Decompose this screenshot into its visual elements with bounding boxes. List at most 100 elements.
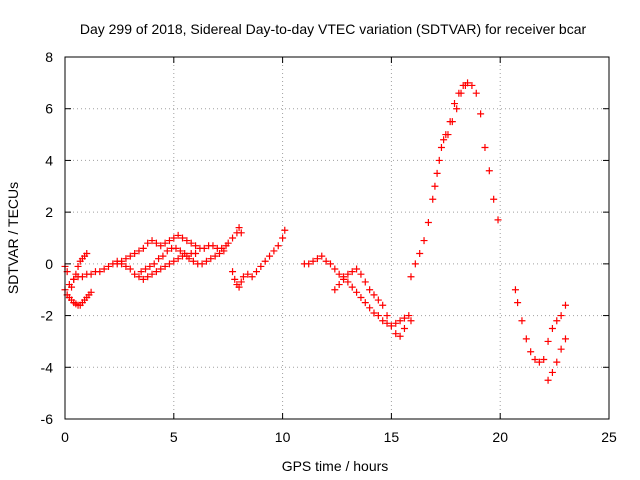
data-point (535, 358, 543, 366)
data-point (157, 242, 165, 250)
x-tick-label: 15 (384, 429, 400, 445)
data-point (165, 237, 173, 245)
data-point (207, 255, 215, 263)
data-point (137, 268, 145, 276)
y-tick-label: -6 (41, 411, 54, 427)
data-point (142, 265, 150, 273)
data-point (453, 105, 461, 113)
data-point (126, 265, 134, 273)
data-point (348, 268, 356, 276)
x-tick-label: 25 (601, 429, 617, 445)
x-tick-label: 5 (170, 429, 178, 445)
y-tick-label: -4 (41, 359, 54, 375)
data-point (518, 317, 526, 325)
data-point (181, 250, 189, 258)
data-point (400, 314, 408, 322)
data-point (279, 234, 287, 242)
data-point (176, 247, 184, 255)
series-run-6 (229, 226, 289, 291)
data-point (224, 239, 232, 247)
data-point (407, 317, 415, 325)
data-point (78, 273, 86, 281)
series-run-4 (113, 231, 230, 268)
data-point (366, 304, 374, 312)
data-point (435, 156, 443, 164)
data-point (344, 278, 352, 286)
data-point (155, 255, 163, 263)
data-point (144, 239, 152, 247)
data-point (122, 255, 130, 263)
data-point (313, 255, 321, 263)
data-point (348, 283, 356, 291)
data-point (444, 131, 452, 139)
data-point (357, 293, 365, 301)
data-point (152, 268, 160, 276)
data-point (309, 257, 317, 265)
data-point (353, 288, 361, 296)
data-point (335, 270, 343, 278)
data-point (481, 144, 489, 151)
data-point (139, 275, 147, 283)
data-point (165, 260, 173, 268)
data-point (159, 252, 167, 260)
data-point (172, 244, 180, 252)
data-point (183, 237, 191, 245)
data-point (540, 356, 548, 364)
data-point (379, 317, 387, 325)
data-point (553, 317, 561, 325)
data-point (192, 250, 200, 258)
data-point (433, 169, 441, 177)
data-point (416, 250, 424, 258)
series-run-5 (137, 224, 245, 276)
data-point (544, 337, 552, 345)
data-point (407, 273, 415, 281)
data-point (87, 288, 95, 296)
data-point (396, 332, 404, 340)
data-point (361, 278, 369, 286)
data-point (83, 250, 91, 258)
data-point (185, 255, 193, 263)
data-point (544, 376, 552, 384)
data-point (187, 239, 195, 247)
data-point (235, 224, 243, 232)
data-point (220, 247, 228, 255)
data-point (431, 182, 439, 190)
series-run-11 (511, 286, 569, 366)
data-point (235, 283, 243, 291)
data-point (252, 268, 260, 276)
data-point (420, 237, 428, 245)
data-point (448, 118, 456, 126)
data-point (209, 242, 217, 250)
data-point (374, 312, 382, 320)
series-run-1 (61, 250, 91, 291)
grid (65, 57, 609, 419)
y-tick-label: 6 (45, 101, 53, 117)
data-point (237, 278, 245, 286)
data-point (522, 335, 530, 343)
data-point (198, 260, 206, 268)
data-point (335, 281, 343, 289)
series-run-9 (407, 79, 502, 281)
data-point (424, 218, 432, 226)
series-run-10 (431, 81, 469, 190)
data-point (461, 81, 469, 89)
data-point (150, 260, 158, 268)
plot-frame (64, 56, 610, 420)
x-tick-label: 0 (61, 429, 69, 445)
data-point (239, 273, 247, 281)
x-tick-label: 10 (275, 429, 291, 445)
data-point (189, 257, 197, 265)
data-point (144, 273, 152, 281)
data-point (437, 144, 445, 151)
data-points (61, 79, 569, 384)
data-point (248, 273, 256, 281)
data-point (557, 345, 565, 353)
data-point (357, 270, 365, 278)
data-point (440, 136, 448, 144)
data-point (331, 286, 339, 294)
data-point (400, 325, 408, 332)
data-point (261, 257, 269, 265)
data-point (174, 255, 182, 263)
data-point (139, 244, 147, 252)
